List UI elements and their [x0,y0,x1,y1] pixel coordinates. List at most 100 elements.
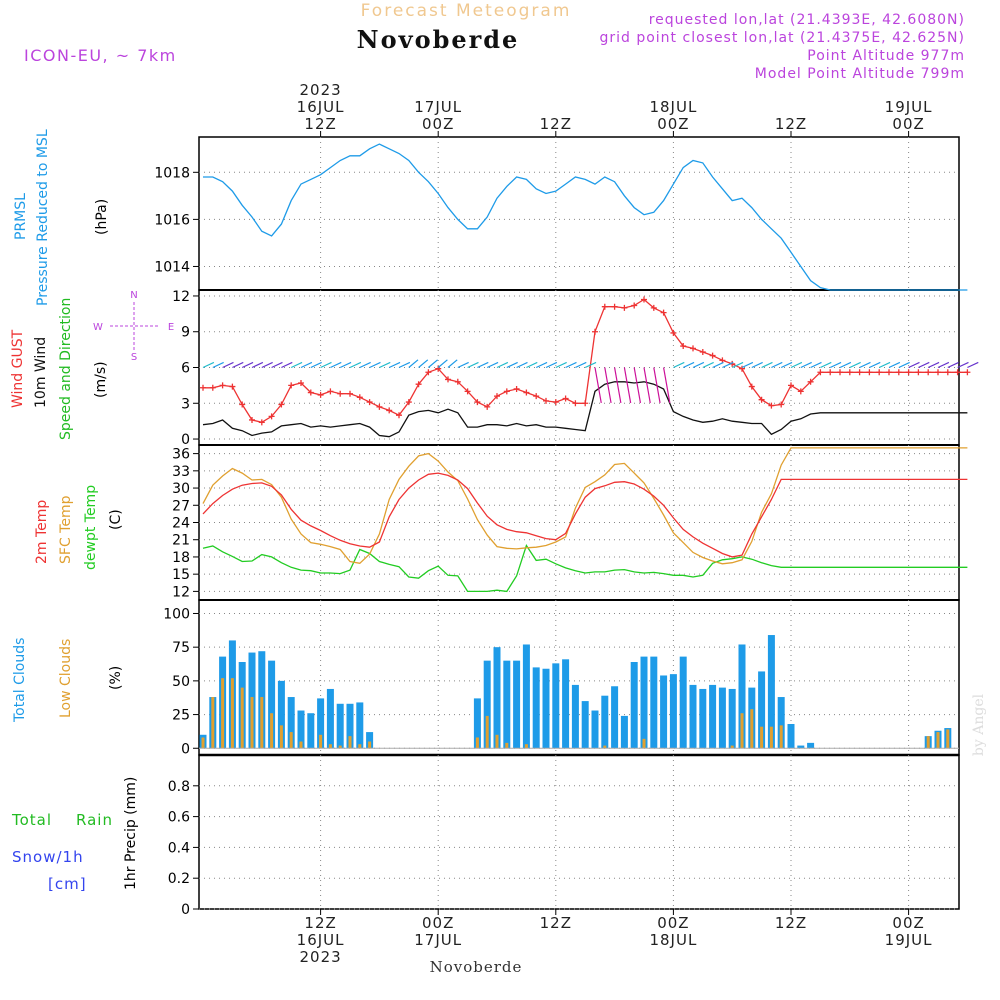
bottom-time-label: 00Z [892,914,924,932]
y-tick-label: 0 [181,432,190,448]
point-altitude: Point Altitude 977m [807,48,965,64]
gust-point [915,369,922,376]
gust-label: Wind GUST [10,329,26,408]
compass-w: W [93,322,103,333]
gust-point [748,383,755,390]
wind-direction-arrow [967,361,979,369]
gust-point [454,378,461,385]
y-tick-label: 6 [181,361,190,377]
total-clouds-bar [601,695,609,749]
total-clouds-bar [689,684,697,749]
gust-point [494,393,500,400]
wind-direction-arrow [839,361,852,369]
y-tick-label: 0.2 [168,871,190,887]
wind-direction-arrow [878,361,891,369]
wind-direction-arrow [526,361,538,369]
low-clouds-bar [358,744,362,749]
y-tick-labels: 1014101610180369121215182124273033360255… [154,165,199,918]
total-clouds-bar [738,644,746,749]
requested-coords: requested lon,lat (21.4393E, 42.6080N) [649,12,965,28]
wind-direction-arrow [712,361,724,369]
wind-direction-arrow [898,361,910,369]
low-clouds-bar [270,713,274,749]
grid-lines [199,137,959,910]
gust-point [680,343,687,350]
gust-point [543,397,549,404]
gust-point [846,369,853,376]
gust-point [944,369,951,376]
chart-marks [199,143,979,749]
low-clouds-bar [328,744,332,749]
gust-point [837,369,843,376]
total-clouds-bar [503,660,511,749]
bottom-time-label: 12Z [540,914,572,932]
location-title: Novoberde [357,25,520,54]
low-clouds-bar [740,713,744,749]
gust-point [200,384,206,391]
total-clouds-bar [562,659,570,749]
bottom-time-label: 00Z [657,914,689,932]
y-tick-label: 27 [172,498,190,514]
wind-direction-arrow [369,361,381,369]
y-tick-label: 30 [172,481,190,497]
forecast-subtitle: Forecast Meteogram [361,1,572,21]
wind-direction-arrow [918,361,930,369]
temp2m-label: 2m Temp [34,500,50,564]
total-clouds-bar [268,660,276,749]
gust-point [503,388,510,395]
top-time-label: 19JUL [885,98,933,116]
low-clouds-bar [750,709,754,749]
total-clouds-bar [287,697,295,749]
gust-point [219,382,226,389]
gust-point [464,388,471,395]
wind-direction-arrow [555,361,567,369]
wind-direction-arrow [545,361,558,369]
pressure-unit: (hPa) [94,199,110,235]
gust-point [866,369,873,376]
gust-point [925,369,932,376]
y-tick-label: 12 [172,289,190,305]
clouds-unit: (%) [108,666,124,690]
y-tick-label: 12 [172,584,190,600]
pressure-label-1: PRMSL [13,193,29,240]
wind-direction-arrow [653,367,661,404]
total-clouds-label: Total Clouds [12,638,28,723]
top-time-label: 16JUL [297,98,345,116]
wind-direction-arrow [623,367,632,404]
gust-point [396,412,402,419]
low-clouds-bar [495,734,499,749]
wind-direction-arrow [584,361,597,369]
total-clouds-bar [650,656,658,749]
gust-point [660,309,667,316]
total-clouds-bar [356,702,364,749]
gust-point [699,349,706,355]
low-clouds-bar [946,729,950,749]
wind-direction-arrow [339,361,352,369]
pressure-labels: PRMSL Pressure Reduced to MSL (hPa) [13,129,110,306]
low-clouds-bar [348,736,352,749]
low-clouds-bar [240,687,244,749]
gust-point [249,416,255,423]
low-clouds-bar [250,697,254,749]
low-clouds-bar [260,697,264,749]
wind-direction-arrow [908,361,920,369]
wind-direction-arrow [516,361,528,369]
total-clouds-bar [660,675,668,749]
wind-direction-arrow [614,367,622,404]
top-time-label: 12Z [304,115,336,133]
wind-direction-arrow [702,361,714,369]
total-clouds-bar [581,701,589,749]
total-clouds-bar [522,644,530,749]
wind-direction-arrow [790,361,803,369]
compass-s: S [131,352,137,363]
total-clouds-bar [679,656,687,749]
gust-point [209,384,216,391]
wind-speed-line [202,381,968,438]
bottom-time-label: 00Z [422,914,454,932]
wind-direction-arrow [232,361,244,369]
dewpt-line [202,544,968,593]
wind-direction-arrow [761,361,773,369]
bottom-time-label: 18JUL [649,931,697,949]
wind-direction-arrow [241,361,254,369]
